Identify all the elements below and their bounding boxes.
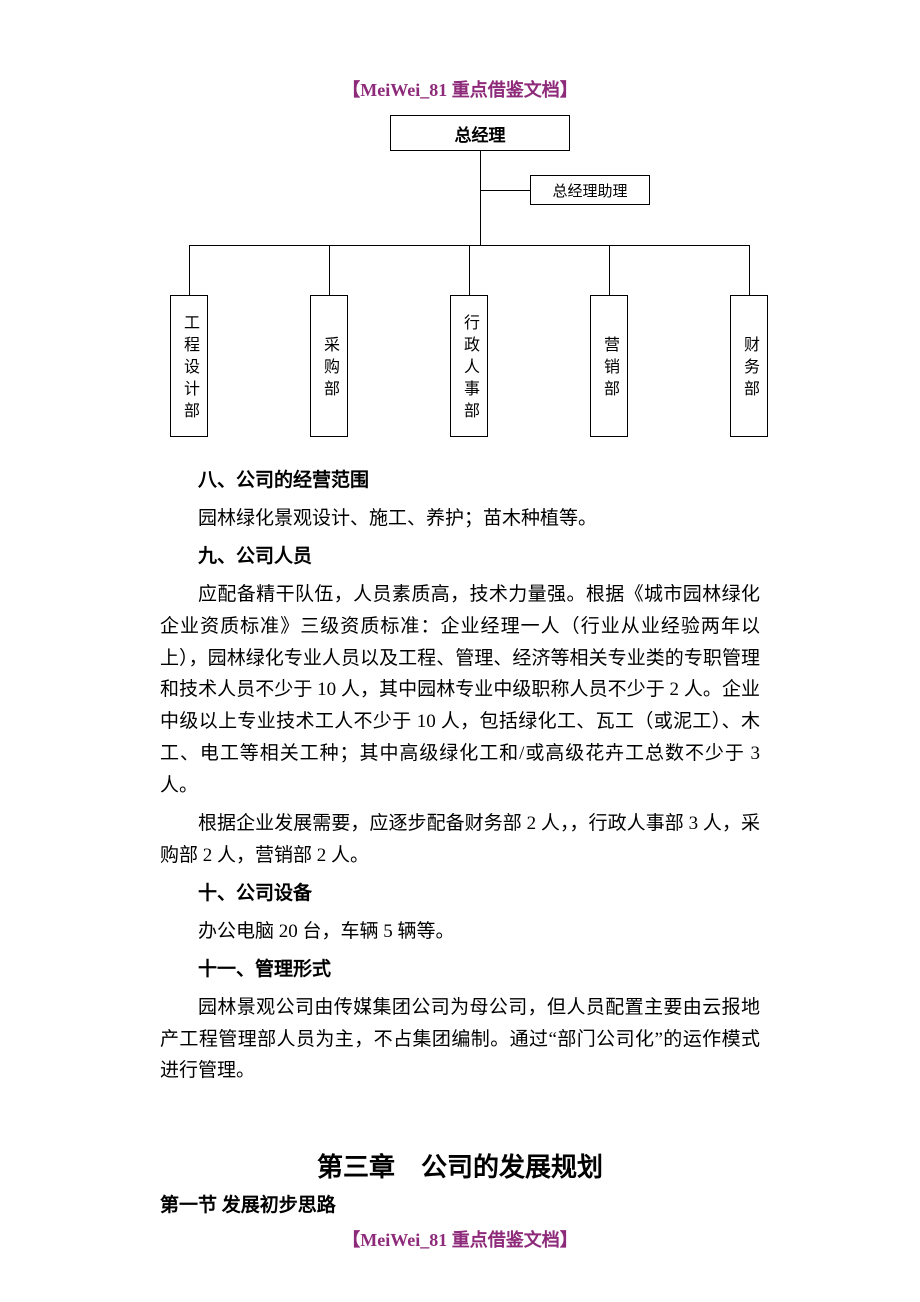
org-dept-label: 工程设计部 bbox=[177, 314, 201, 424]
org-line-drop-0 bbox=[189, 245, 190, 295]
org-line-drop-4 bbox=[749, 245, 750, 295]
header-watermark: 【MeiWei_81 重点借鉴文档】 bbox=[0, 76, 920, 102]
para-9a: 应配备精干队伍，人员素质高，技术力量强。根据《城市园林绿化企业资质标准》三级资质… bbox=[160, 579, 760, 802]
org-node-dept-4: 财务部 bbox=[730, 295, 768, 437]
para-11: 园林景观公司由传媒集团公司为母公司，但人员配置主要由云报地产工程管理部人员为主，… bbox=[160, 992, 760, 1088]
org-node-assistant: 总经理助理 bbox=[530, 175, 650, 205]
org-node-dept-0: 工程设计部 bbox=[170, 295, 208, 437]
heading-9: 九、公司人员 bbox=[160, 541, 760, 573]
heading-11: 十一、管理形式 bbox=[160, 954, 760, 986]
chapter-title: 第三章 公司的发展规划 bbox=[160, 1147, 760, 1184]
org-line-trunk bbox=[480, 151, 481, 245]
org-node-dept-2: 行政人事部 bbox=[450, 295, 488, 437]
footer-watermark: 【MeiWei_81 重点借鉴文档】 bbox=[0, 1226, 920, 1252]
org-line-drop-3 bbox=[609, 245, 610, 295]
org-line-drop-1 bbox=[329, 245, 330, 295]
para-10: 办公电脑 20 台，车辆 5 辆等。 bbox=[160, 916, 760, 948]
org-node-dept-1: 采购部 bbox=[310, 295, 348, 437]
org-chart: 总经理 总经理助理 工程设计部 采购部 行政人事部 营销部 财务部 bbox=[160, 115, 760, 445]
heading-8: 八、公司的经营范围 bbox=[160, 465, 760, 497]
heading-10: 十、公司设备 bbox=[160, 878, 760, 910]
org-node-dept-3: 营销部 bbox=[590, 295, 628, 437]
org-line-assist bbox=[480, 190, 530, 191]
org-node-top: 总经理 bbox=[390, 115, 570, 151]
org-dept-label: 行政人事部 bbox=[457, 314, 481, 424]
page-content: 总经理 总经理助理 工程设计部 采购部 行政人事部 营销部 财务部 八、公司的经… bbox=[160, 115, 760, 1217]
org-dept-label: 采购部 bbox=[317, 336, 341, 402]
para-8: 园林绿化景观设计、施工、养护；苗木种植等。 bbox=[160, 503, 760, 535]
org-dept-label: 财务部 bbox=[737, 336, 761, 402]
para-9b: 根据企业发展需要，应逐步配备财务部 2 人，，行政人事部 3 人，采购部 2 人… bbox=[160, 808, 760, 872]
org-dept-label: 营销部 bbox=[597, 336, 621, 402]
org-line-drop-2 bbox=[469, 245, 470, 295]
section-title-1: 第一节 发展初步思路 bbox=[160, 1190, 760, 1217]
